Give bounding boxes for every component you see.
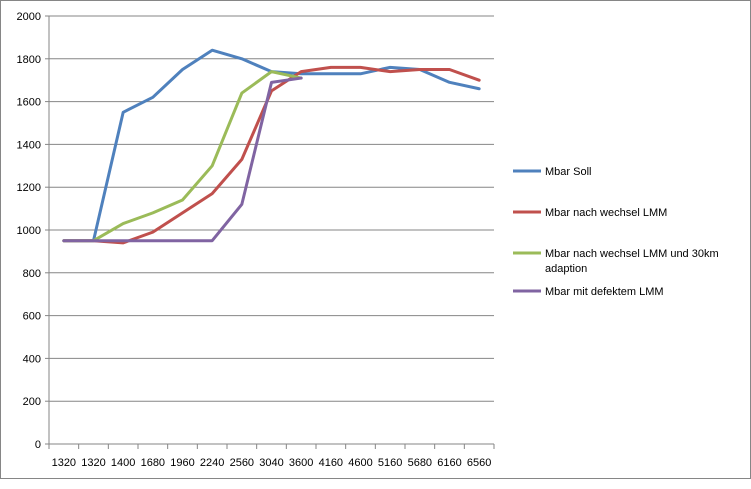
- x-tick-label: 1320: [81, 457, 105, 469]
- series-line: [62, 70, 303, 243]
- y-axis-tick-labels: 0 200 400 600 800 1000 1200 1400 1600 1800 2000: [17, 11, 49, 451]
- series-line: [62, 65, 481, 245]
- x-tick-label: 3600: [289, 457, 313, 469]
- series-lines: [62, 48, 481, 245]
- y-tick-label: 600: [23, 311, 41, 323]
- x-tick-label: 1680: [141, 457, 165, 469]
- x-tick-label: 6160: [437, 457, 461, 469]
- grid-lines: [49, 15, 494, 402]
- x-tick-label: 3040: [259, 457, 283, 469]
- legend-entry: Mbar nach wechsel LMM: [545, 207, 667, 219]
- legend-entry: Mbar nach wechsel LMM und 30km adaption: [545, 248, 719, 275]
- x-tick-label: 4160: [319, 457, 343, 469]
- y-tick-label: 800: [23, 268, 41, 280]
- y-tick-label: 1200: [17, 182, 41, 194]
- x-tick-label: 2560: [230, 457, 254, 469]
- x-axis-tick-labels: 1320 1320 1400 1680 1960 2240 2560 3040 3600 4160…: [48, 444, 495, 469]
- x-tick-label: 1400: [111, 457, 135, 469]
- y-tick-label: 400: [23, 353, 41, 365]
- chart-area: 0 200 400 600 800 1000 1200 1400 1600 1800 2000 13…: [0, 0, 751, 479]
- x-tick-label: 5680: [408, 457, 432, 469]
- legend-entry: Mbar mit defektem LMM: [545, 286, 664, 298]
- y-tick-label: 1400: [17, 139, 41, 151]
- x-tick-label: 2240: [200, 457, 224, 469]
- x-tick-label: 1320: [52, 457, 76, 469]
- y-tick-label: 2000: [17, 11, 41, 23]
- legend: Mbar Soll Mbar nach wechsel LMM Mbar nach …: [513, 166, 719, 298]
- series-line: [62, 76, 303, 243]
- y-tick-label: 200: [23, 396, 41, 408]
- y-tick-label: 0: [35, 439, 41, 451]
- series-line: [62, 48, 481, 243]
- x-tick-label: 6560: [467, 457, 491, 469]
- x-tick-label: 1960: [170, 457, 194, 469]
- y-tick-label: 1600: [17, 97, 41, 109]
- x-tick-label: 4600: [348, 457, 372, 469]
- x-tick-label: 5160: [378, 457, 402, 469]
- y-tick-label: 1000: [17, 225, 41, 237]
- y-tick-label: 1800: [17, 54, 41, 66]
- legend-entry: Mbar Soll: [545, 166, 591, 178]
